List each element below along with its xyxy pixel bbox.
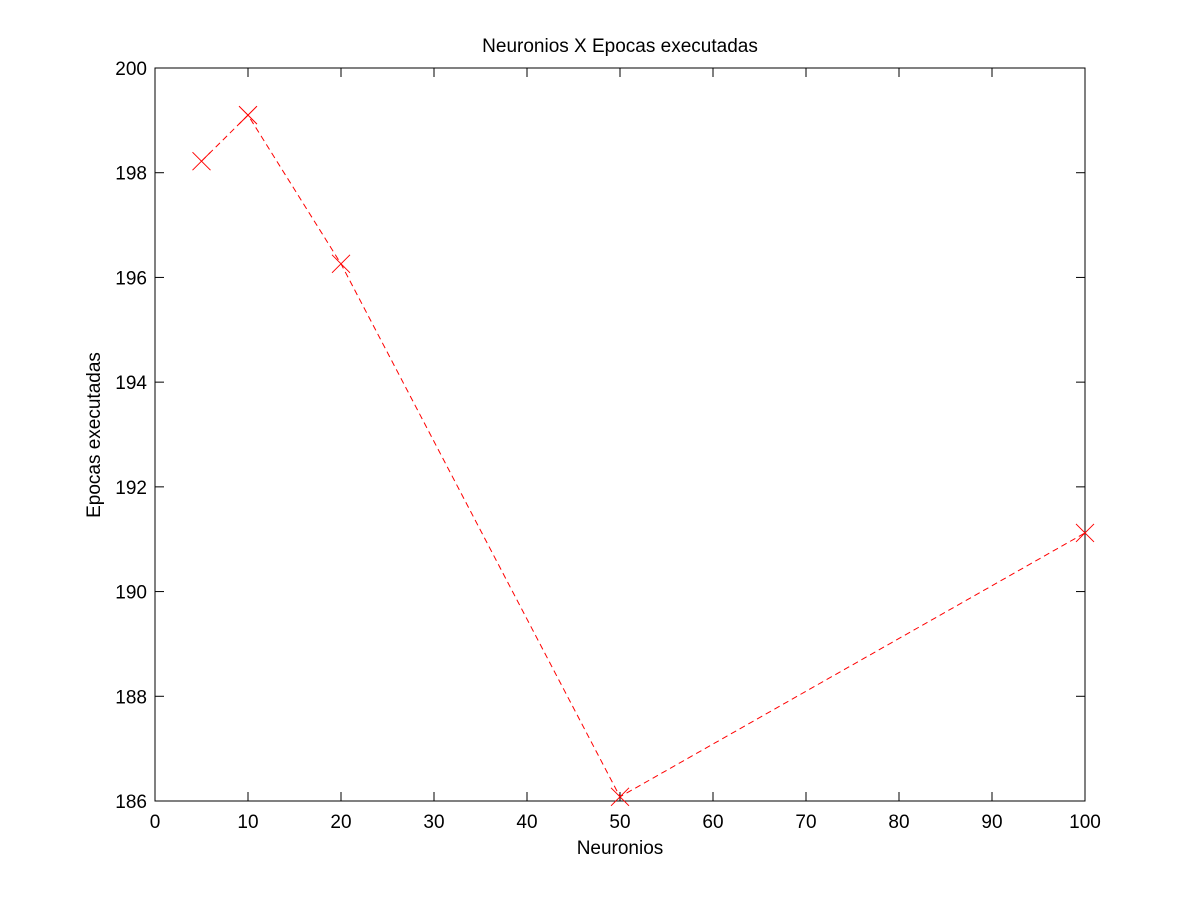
x-tick-label: 60	[702, 812, 723, 833]
x-tick-label: 70	[795, 812, 816, 833]
y-axis-label: Epocas executadas	[84, 352, 105, 518]
plot-frame	[154, 67, 1086, 802]
y-tick-label: 196	[115, 268, 147, 289]
y-tick-label: 194	[115, 373, 147, 394]
y-tick-label: 200	[115, 59, 147, 80]
data-point-marker	[192, 151, 211, 171]
x-axis-label: Neuronios	[577, 838, 664, 859]
x-tick-label: 80	[888, 812, 909, 833]
x-tick-label: 40	[516, 812, 537, 833]
data-point-marker	[610, 787, 630, 807]
y-tick-label: 190	[115, 583, 147, 604]
x-tick-label: 100	[1069, 812, 1101, 833]
tick-group: 0 10 20 30 40 50 60 70 80 90 100 186 188 190 192 194 196…	[115, 59, 1101, 833]
x-tick-label: 90	[981, 812, 1002, 833]
x-tick-label: 50	[609, 812, 630, 833]
y-tick-label: 192	[115, 478, 147, 499]
x-tick-label: 10	[237, 812, 258, 833]
y-tick-label: 198	[115, 164, 147, 185]
data-point-marker	[331, 254, 351, 274]
series-layer	[192, 105, 1095, 807]
y-tick-label: 188	[115, 687, 147, 708]
chart-title: Neuronios X Epocas executadas	[482, 36, 758, 57]
x-tick-label: 30	[423, 812, 444, 833]
x-tick-label: 0	[150, 812, 161, 833]
data-point-marker	[238, 105, 258, 125]
y-tick-label: 186	[115, 792, 147, 813]
x-tick-label: 20	[330, 812, 351, 833]
data-point-marker	[1075, 523, 1095, 543]
